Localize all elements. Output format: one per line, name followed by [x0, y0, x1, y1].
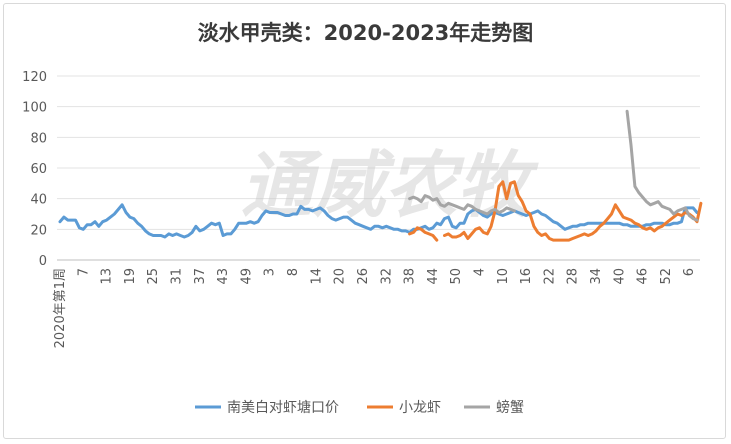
y-tick-label: 0	[39, 254, 47, 269]
x-tick-label: 37	[193, 268, 208, 285]
x-tick-label: 16	[519, 268, 534, 285]
series-line-2	[408, 180, 703, 242]
y-tick-label: 40	[30, 193, 47, 208]
legend-label-3: 螃蟹	[496, 399, 524, 416]
y-axis-ticks: 0 20 40 60 80 100 120	[22, 70, 47, 269]
x-tick-label: 19	[123, 268, 138, 285]
x-tick-label: 52	[659, 268, 674, 285]
x-tick-label: 34	[589, 268, 604, 285]
legend: 南美白对虾塘口价 小龙虾 螃蟹	[195, 399, 524, 416]
x-tick-label: 7	[76, 268, 91, 276]
x-tick-label: 20	[333, 268, 348, 285]
x-tick-label: 43	[216, 268, 231, 285]
x-tick-label: 28	[566, 268, 581, 285]
y-tick-label: 80	[30, 131, 47, 146]
grid-lines	[57, 75, 700, 261]
y-tick-label: 20	[30, 223, 47, 238]
x-tick-label: 38	[403, 268, 418, 285]
x-tick-label: 4	[472, 268, 487, 276]
chart-title: 淡水甲壳类：2020-2023年走势图	[197, 21, 534, 45]
x-tick-label: 40	[612, 268, 627, 285]
x-tick-label: 10	[496, 268, 511, 285]
x-axis-ticks: 2020年第1周 7 13 19 25 31 37 43 49 3 8 14 20 26 32 38 44 50 4…	[53, 268, 697, 348]
x-tick-label: 2020年第1周	[53, 268, 68, 348]
legend-label-2: 小龙虾	[399, 400, 441, 416]
x-tick-label: 6	[682, 268, 697, 276]
y-tick-label: 120	[22, 70, 47, 85]
series-lines	[58, 109, 703, 242]
x-tick-label: 50	[449, 268, 464, 285]
x-tick-label: 13	[100, 268, 115, 285]
x-tick-label: 25	[146, 268, 161, 285]
x-tick-label: 31	[170, 268, 185, 285]
x-tick-label: 8	[286, 268, 301, 276]
x-tick-label: 3	[263, 268, 278, 276]
y-tick-label: 60	[30, 162, 47, 177]
series-line-3	[408, 109, 699, 222]
x-tick-label: 44	[426, 268, 441, 285]
x-tick-label: 46	[636, 268, 651, 285]
x-tick-label: 32	[379, 268, 394, 285]
x-tick-label: 49	[239, 268, 254, 285]
y-tick-label: 100	[22, 101, 47, 116]
legend-label-1: 南美白对虾塘口价	[227, 400, 339, 416]
x-tick-label: 22	[542, 268, 557, 285]
x-tick-label: 26	[356, 268, 371, 285]
series-line-1	[58, 203, 699, 239]
x-tick-label: 14	[309, 268, 324, 285]
